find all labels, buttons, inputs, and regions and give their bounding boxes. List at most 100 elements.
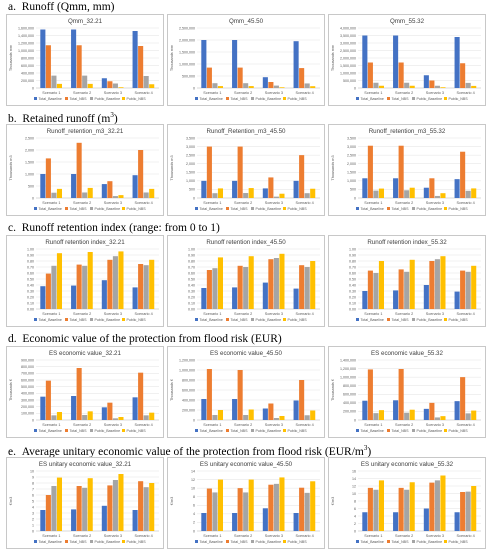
bar: [304, 83, 310, 88]
chart-title: Runoff retention index_32.21: [45, 239, 125, 246]
y-tick-label: 200,000: [182, 408, 195, 412]
x-tick-label: Scenario 3: [265, 201, 283, 205]
bar: [248, 409, 254, 420]
legend-swatch: [251, 540, 254, 543]
legend-swatch: [65, 207, 68, 210]
legend-label: Total_NBS: [392, 318, 410, 322]
y-tick-label: 14: [191, 469, 195, 473]
legend-swatch: [122, 318, 125, 321]
heading-text: Runoff (Qmm, mm): [21, 1, 115, 13]
chart-title: ES unitary economic value_32.21: [39, 461, 132, 468]
bar: [40, 396, 46, 420]
legend-swatch: [412, 429, 415, 432]
bar: [51, 265, 57, 309]
bar: [429, 402, 435, 420]
y-tick-label: 700,000: [21, 372, 34, 376]
bar: [132, 510, 138, 531]
y-tick-label: 400,000: [21, 392, 34, 396]
y-axis-label: Thousands m3: [170, 155, 174, 180]
bar: [212, 268, 218, 309]
y-tick-label: 0.70: [188, 265, 195, 269]
y-tick-label: 1,500: [186, 171, 195, 175]
y-tick-label: 2,000: [347, 162, 356, 166]
y-tick-label: 1,000,000: [179, 62, 195, 66]
bar: [393, 400, 399, 420]
legend-label: Total_NBS: [231, 207, 249, 211]
y-tick-label: 0: [354, 529, 356, 533]
bar: [423, 408, 429, 420]
y-tick-label: 0.40: [188, 283, 195, 287]
legend-swatch: [90, 97, 93, 100]
y-tick-label: 0.80: [188, 259, 195, 263]
y-tick-label: 0.40: [349, 283, 356, 287]
bar: [212, 83, 218, 88]
legend-swatch: [387, 540, 390, 543]
x-tick-label: Scenario 2: [234, 91, 252, 95]
bar: [398, 62, 404, 88]
y-tick-label: 0: [193, 196, 195, 200]
bar: [454, 179, 460, 198]
legend-swatch: [444, 207, 447, 210]
x-tick-label: Scenario 2: [73, 534, 91, 538]
bar: [409, 187, 415, 198]
bar: [465, 190, 471, 198]
y-tick-label: 1,000,000: [340, 375, 356, 379]
bar: [87, 478, 93, 531]
bar: [404, 489, 410, 531]
x-tick-label: Scenario 4: [296, 423, 314, 427]
bar: [118, 417, 124, 420]
bar: [393, 512, 399, 531]
legend-swatch: [251, 318, 254, 321]
legend-swatch: [226, 207, 229, 210]
x-tick-label: Scenario 4: [135, 201, 153, 205]
y-tick-label: 6: [32, 493, 34, 497]
y-tick-label: 400,000: [343, 401, 356, 405]
bar: [373, 273, 379, 309]
chart-frame: [6, 346, 164, 438]
bar: [262, 77, 268, 88]
y-tick-label: 12: [191, 478, 195, 482]
y-axis-label: Thousands €: [331, 378, 335, 401]
y-tick-label: 100,000: [21, 412, 34, 416]
bar: [362, 400, 368, 420]
bar: [299, 68, 305, 88]
y-tick-label: 600,000: [182, 388, 195, 392]
x-tick-label: Scenario 1: [364, 201, 382, 205]
heading-letter: d.: [8, 333, 17, 345]
bar: [112, 418, 118, 420]
y-tick-label: 0.90: [188, 253, 195, 257]
bar: [149, 483, 155, 531]
bar: [299, 487, 305, 531]
chart-title: Runoff_retention_m3_55.32: [369, 128, 446, 135]
bar: [293, 513, 299, 531]
bar: [76, 142, 82, 198]
bar: [71, 509, 77, 531]
legend-swatch: [283, 540, 286, 543]
y-tick-label: 500,000: [182, 74, 195, 78]
bar: [454, 37, 460, 88]
legend-label: Public_NBS: [449, 540, 469, 544]
legend-label: Total_Baseline: [200, 97, 223, 101]
bar: [434, 480, 440, 531]
bar: [132, 397, 138, 420]
x-tick-label: Scenario 4: [296, 312, 314, 316]
bar: [237, 67, 243, 88]
bar: [138, 150, 144, 198]
y-tick-label: 0: [32, 529, 34, 533]
legend-label: Public_NBS: [449, 207, 469, 211]
legend-label: Total_NBS: [231, 429, 249, 433]
bar: [243, 267, 249, 309]
bar: [279, 416, 285, 420]
bar: [138, 481, 144, 531]
bar: [101, 184, 107, 198]
bar: [362, 35, 368, 88]
y-tick-label: 0.60: [188, 271, 195, 275]
x-tick-label: Scenario 3: [104, 312, 122, 316]
bar: [56, 253, 63, 309]
bar: [237, 370, 243, 420]
bar: [429, 80, 435, 88]
legend-label: Total_NBS: [70, 540, 88, 544]
legend-swatch: [387, 97, 390, 100]
legend-label: Total_NBS: [392, 429, 410, 433]
legend-label: Total_Baseline: [361, 97, 384, 101]
